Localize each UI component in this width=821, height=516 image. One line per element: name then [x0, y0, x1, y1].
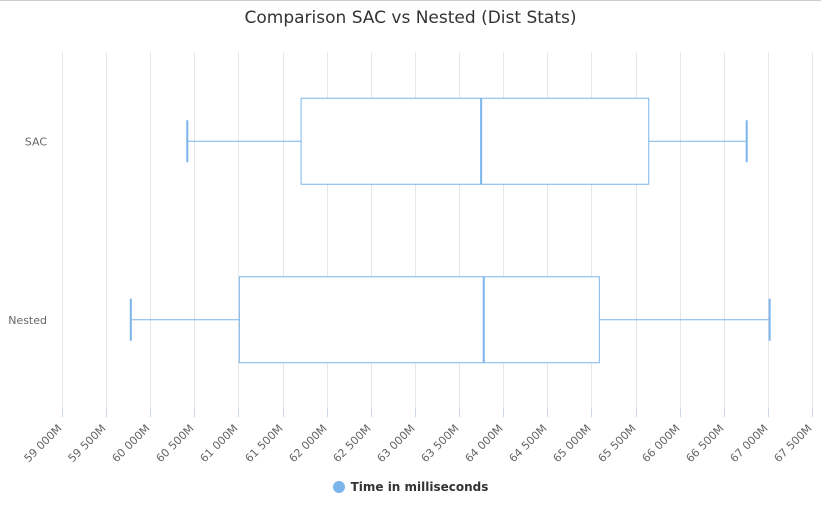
tick-labels: 59 000M 59 500M 60 000M 60 500M 61 000M 61 50… [21, 422, 814, 465]
box-iqr [300, 97, 650, 185]
x-tick-label: 65 000M [550, 422, 593, 465]
box-nested [129, 276, 771, 364]
x-tick-label: 66 500M [683, 422, 726, 465]
boxes [129, 97, 771, 364]
category-labels: SAC Nested [8, 135, 47, 327]
x-tick-label: 63 500M [418, 422, 461, 465]
x-tick-label: 62 500M [330, 422, 373, 465]
x-tick-label: 64 000M [462, 422, 505, 465]
x-tick-label: 64 500M [506, 422, 549, 465]
x-tick-label: 59 500M [65, 422, 108, 465]
category-label: Nested [8, 314, 47, 327]
x-tick-label: 62 000M [286, 422, 329, 465]
x-tick-label: 63 000M [374, 422, 417, 465]
x-tick-label: 67 500M [771, 422, 814, 465]
x-tick-label: 61 000M [197, 422, 240, 465]
x-tick-label: 66 000M [639, 422, 682, 465]
chart-title: Comparison SAC vs Nested (Dist Stats) [244, 8, 577, 28]
legend[interactable]: Time in milliseconds [0, 480, 821, 494]
box-sac [186, 97, 748, 185]
legend-marker [332, 481, 345, 493]
legend-label: Time in milliseconds [350, 480, 489, 494]
x-tick-label: 65 500M [595, 422, 638, 465]
category-label: SAC [25, 135, 48, 148]
top-border [0, 0, 821, 1]
x-tick-label: 60 000M [109, 422, 152, 465]
x-tick-label: 61 500M [242, 422, 285, 465]
box-iqr [238, 276, 600, 364]
x-tick-label: 67 000M [727, 422, 770, 465]
x-tick-label: 60 500M [153, 422, 196, 465]
x-tick-label: 59 000M [21, 422, 64, 465]
